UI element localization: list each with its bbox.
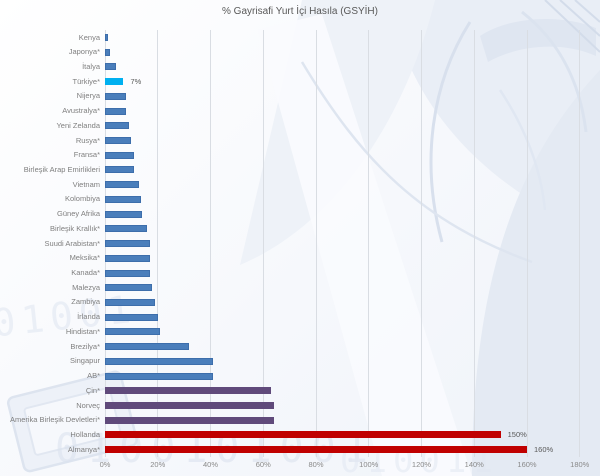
bar (105, 402, 274, 409)
category-label: Rusya* (75, 135, 100, 145)
category-label: Brezilya* (70, 341, 100, 351)
bar (105, 313, 158, 321)
bar (105, 343, 190, 351)
x-axis-tick-label: 180% (570, 460, 590, 469)
gridline (579, 30, 581, 457)
bar (105, 48, 111, 56)
category-label: AB* (87, 371, 100, 381)
bar (105, 387, 272, 395)
bar (105, 181, 140, 189)
category-label: Yeni Zelanda (56, 120, 100, 130)
bar (105, 151, 134, 159)
x-axis-tick-label: 40% (202, 460, 218, 469)
bar (105, 416, 274, 424)
category-label: İtalya (82, 61, 100, 71)
bar (105, 431, 501, 439)
gridline (315, 30, 317, 457)
category-label: Avustralya* (62, 106, 100, 116)
category-label: Amerika Birleşik Devletleri* (9, 415, 100, 425)
bar (105, 446, 527, 454)
x-axis-tick-label: 100% (359, 460, 379, 469)
category-label: Çin* (85, 385, 100, 395)
category-label: Meksika* (69, 253, 100, 263)
category-label: Suudi Arabistan* (44, 238, 100, 248)
category-label: Hollanda (70, 429, 100, 439)
bar (105, 107, 127, 115)
x-axis-tick-label: 160% (517, 460, 537, 469)
bar (105, 284, 153, 292)
category-label: Hindistan* (65, 326, 100, 336)
category-label: Fransa* (73, 150, 100, 160)
x-axis-tick-label: 60% (255, 460, 271, 469)
category-label: İrlanda (77, 312, 100, 322)
category-label: Türkiye* (72, 76, 100, 86)
category-label: Norveç (76, 400, 100, 410)
x-axis-tick-label: 140% (464, 460, 484, 469)
bar (105, 225, 148, 233)
category-label: Kolombiya (64, 194, 100, 204)
bar (105, 240, 150, 248)
gridline (368, 30, 370, 457)
bar (105, 210, 142, 218)
category-label: Malezya (72, 282, 100, 292)
bar (105, 92, 127, 100)
bar-value-label: 7% (130, 77, 142, 87)
category-label: Singapur (69, 356, 100, 366)
bar (105, 254, 150, 262)
category-label: Kanada* (71, 268, 100, 278)
gridline (473, 30, 475, 457)
bar-value-label: 150% (507, 430, 527, 440)
gridline (210, 30, 211, 457)
bar (105, 195, 141, 203)
bar (105, 166, 134, 174)
gridline (421, 30, 422, 457)
x-axis-tick-label: 80% (308, 460, 324, 469)
bar (105, 269, 150, 277)
gridline (157, 30, 159, 457)
x-axis-tick-label: 20% (150, 460, 166, 469)
bar (105, 122, 129, 130)
bar (105, 137, 132, 145)
x-axis-tick-label: 0% (99, 460, 111, 469)
category-label: Almanya* (67, 444, 100, 454)
category-label: Japonya* (68, 47, 100, 57)
bar (105, 357, 214, 365)
gridline (526, 30, 528, 457)
category-label: Zambiya (71, 297, 100, 307)
bar (105, 63, 116, 71)
x-axis-tick-label: 120% (411, 460, 432, 469)
bar (105, 298, 156, 306)
category-label: Vietnam (72, 179, 100, 189)
category-label: Kenya (78, 32, 100, 42)
category-label: Güney Afrika (57, 209, 100, 219)
chart-title: % Gayrisafi Yurt İçi Hasıla (GSYİH) (222, 6, 378, 17)
bar (105, 372, 214, 380)
bar (105, 78, 124, 86)
category-label: Nijerya (76, 91, 100, 101)
bar (105, 328, 161, 336)
category-label: Birleşik Krallık* (49, 223, 100, 233)
bar-value-label: 160% (534, 445, 554, 455)
bar (105, 34, 108, 41)
category-label: Birleşik Arap Emirlikleri (23, 164, 100, 174)
